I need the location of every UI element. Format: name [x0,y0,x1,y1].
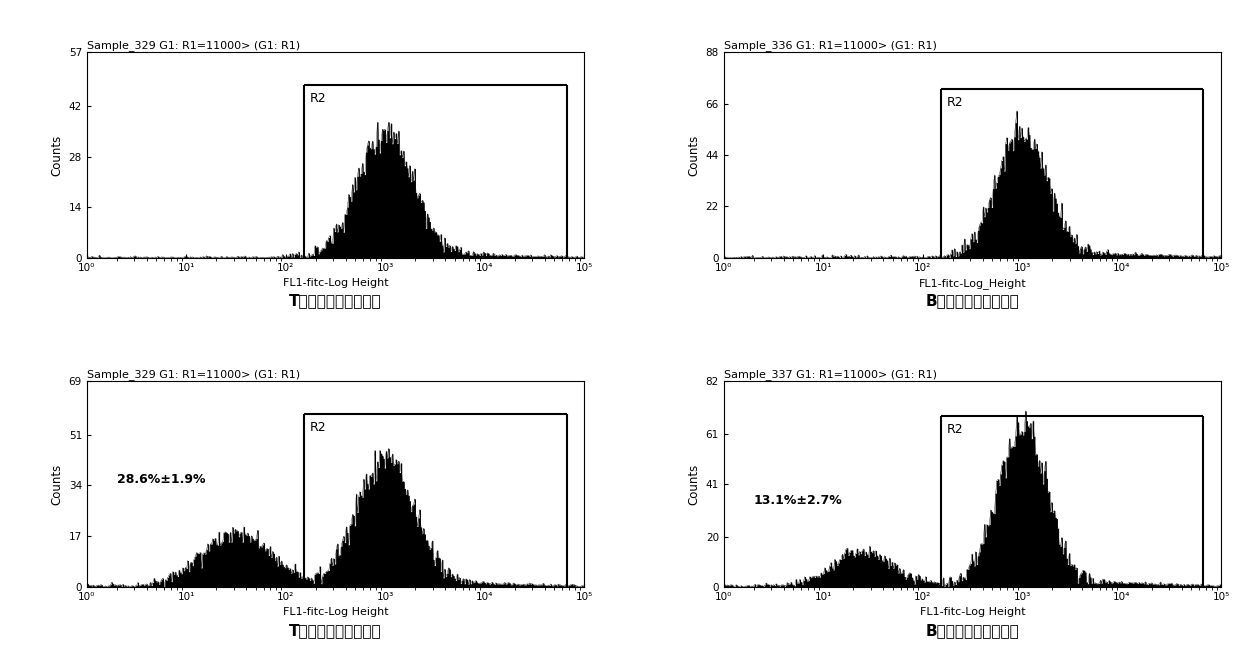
Text: 13.1%±2.7%: 13.1%±2.7% [754,494,842,507]
Text: R2: R2 [310,421,326,434]
Text: T淋巴细胞培兿第三天: T淋巴细胞培兿第三天 [289,623,382,638]
Y-axis label: Counts: Counts [687,134,701,175]
X-axis label: FL1-fitc-Log Height: FL1-fitc-Log Height [283,278,388,288]
X-axis label: FL1-fitc-Log Height: FL1-fitc-Log Height [920,607,1025,617]
Text: R2: R2 [310,92,326,105]
Text: Sample_336 G1: R1=11000> (G1: R1): Sample_336 G1: R1=11000> (G1: R1) [724,40,936,51]
Y-axis label: Counts: Counts [50,134,63,175]
Text: B淋巴细胞培兿第三天: B淋巴细胞培兿第三天 [926,623,1019,638]
Text: R2: R2 [947,96,963,109]
Y-axis label: Counts: Counts [687,464,701,505]
Text: 28.6%±1.9%: 28.6%±1.9% [117,473,205,486]
Text: Sample_337 G1: R1=11000> (G1: R1): Sample_337 G1: R1=11000> (G1: R1) [724,369,936,380]
Text: Sample_329 G1: R1=11000> (G1: R1): Sample_329 G1: R1=11000> (G1: R1) [87,369,300,380]
X-axis label: FL1-fitc-Log Height: FL1-fitc-Log Height [283,607,388,617]
X-axis label: FL1-fitc-Log_Height: FL1-fitc-Log_Height [919,278,1027,289]
Text: Sample_329 G1: R1=11000> (G1: R1): Sample_329 G1: R1=11000> (G1: R1) [87,40,300,51]
Text: R2: R2 [947,423,963,436]
Text: B淋巴细胞培兿第一天: B淋巴细胞培兿第一天 [926,293,1019,308]
Y-axis label: Counts: Counts [50,464,63,505]
Text: T淋巴细胞培兿第一天: T淋巴细胞培兿第一天 [289,293,382,308]
